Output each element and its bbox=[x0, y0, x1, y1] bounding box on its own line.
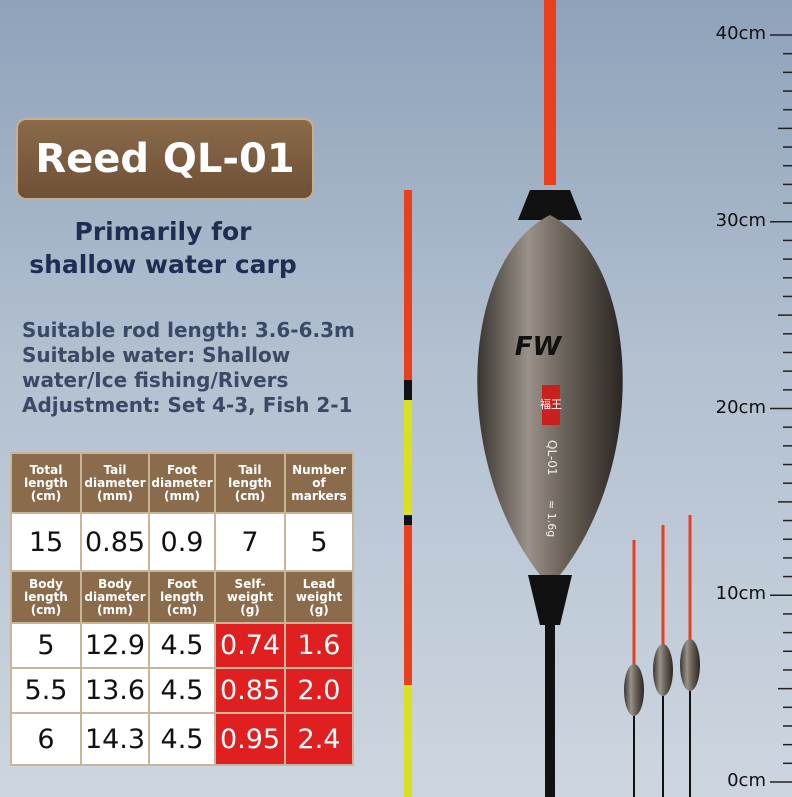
table-row: 6 14.3 4.5 0.95 2.4 bbox=[10, 712, 354, 766]
table-cell: 7 bbox=[214, 512, 286, 572]
table-cell: 6 bbox=[10, 712, 82, 766]
small-stem bbox=[689, 691, 691, 797]
table-cell: 0.85 bbox=[214, 667, 286, 714]
ruler-label: 30cm bbox=[715, 209, 766, 231]
table-cell: Foot length (cm) bbox=[148, 570, 216, 624]
table-row: 5 12.9 4.5 0.74 1.6 bbox=[10, 622, 354, 669]
table-cell: 4.5 bbox=[148, 712, 216, 766]
small-antenna bbox=[632, 540, 636, 665]
table-cell: 14.3 bbox=[80, 712, 150, 766]
small-body bbox=[624, 664, 644, 716]
weight: ≈ 1.6g bbox=[545, 500, 558, 537]
ruler bbox=[770, 34, 792, 783]
small-antenna bbox=[661, 525, 665, 645]
stick bbox=[404, 190, 412, 380]
table-cell: 0.95 bbox=[214, 712, 286, 766]
table-cell: Total length (cm) bbox=[10, 452, 82, 514]
table-row: 5.5 13.6 4.5 0.85 2.0 bbox=[10, 667, 354, 714]
spec-line: Suitable water: Shallow bbox=[22, 343, 291, 367]
table-cell: Lead weight (g) bbox=[284, 570, 354, 624]
subtitle: Primarily for bbox=[74, 217, 252, 246]
small-floats bbox=[624, 515, 700, 797]
table-row: Body length (cm) Body diameter (mm) Foot l… bbox=[10, 570, 354, 624]
spec-line: Adjustment: Set 4-3, Fish 2-1 bbox=[22, 393, 353, 417]
subtitle: shallow water carp bbox=[29, 250, 297, 279]
small-body bbox=[680, 639, 700, 691]
table-cell: 2.4 bbox=[284, 712, 354, 766]
table-cell: 13.6 bbox=[80, 667, 150, 714]
table-cell: 0.9 bbox=[148, 512, 216, 572]
table-cell: 5 bbox=[10, 622, 82, 669]
ruler-label: 10cm bbox=[715, 583, 766, 605]
small-body bbox=[653, 644, 673, 696]
table-cell: 1.6 bbox=[284, 622, 354, 669]
table-cell: 5 bbox=[284, 512, 354, 572]
spec-line: water/Ice fishing/Rivers bbox=[22, 368, 289, 392]
table-cell: Number of markers bbox=[284, 452, 354, 514]
model: QL-01 bbox=[545, 440, 559, 476]
table-cell: 0.85 bbox=[80, 512, 150, 572]
table-row: Total length (cm) Tail diameter (mm) Foot … bbox=[10, 452, 354, 514]
table-cell: 4.5 bbox=[148, 667, 216, 714]
brand: FW bbox=[515, 332, 563, 362]
spec-line: Suitable rod length: 3.6-6.3m bbox=[22, 318, 355, 342]
small-antenna bbox=[688, 515, 692, 640]
title: Reed QL-01 bbox=[16, 118, 314, 200]
table-cell: Body length (cm) bbox=[10, 570, 82, 624]
table-cell: 0.74 bbox=[214, 622, 286, 669]
table-cell: 12.9 bbox=[80, 622, 150, 669]
ruler-label: 20cm bbox=[715, 396, 766, 418]
table-row: 15 0.85 0.9 7 5 bbox=[10, 512, 354, 572]
table-cell: 15 bbox=[10, 512, 82, 572]
table-cell: 2.0 bbox=[284, 667, 354, 714]
ruler-label: 40cm bbox=[715, 23, 766, 44]
small-stem bbox=[662, 696, 664, 797]
table-cell: Self-weight (g) bbox=[214, 570, 286, 624]
table-cell: 4.5 bbox=[148, 622, 216, 669]
table-cell: Tail diameter (mm) bbox=[80, 452, 150, 514]
antenna bbox=[544, 0, 556, 185]
small-stem bbox=[633, 716, 635, 797]
table-cell: Tail length (cm) bbox=[214, 452, 286, 514]
ruler-label: 0cm bbox=[727, 770, 766, 791]
badge: 福王 bbox=[540, 397, 562, 411]
table-cell: Body diameter (mm) bbox=[80, 570, 150, 624]
spec-table: Total length (cm) Tail diameter (mm) Foot … bbox=[10, 452, 354, 766]
table-cell: Foot diameter (mm) bbox=[148, 452, 216, 514]
table-cell: 5.5 bbox=[10, 667, 82, 714]
